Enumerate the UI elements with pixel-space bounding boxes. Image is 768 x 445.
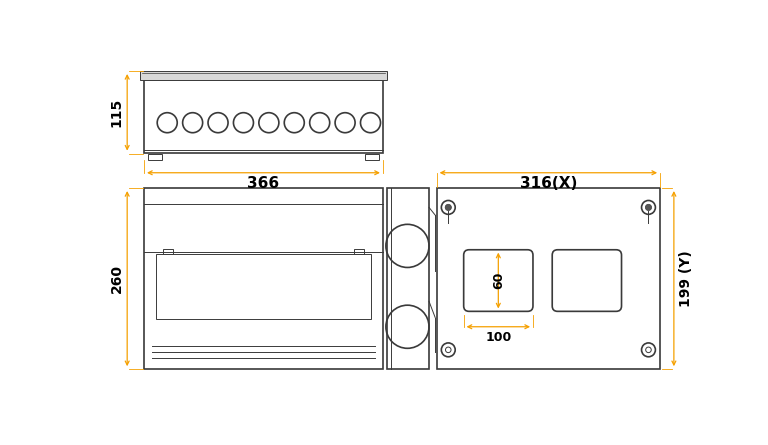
Circle shape <box>445 204 452 210</box>
Text: 60: 60 <box>492 272 505 289</box>
Bar <box>144 188 382 369</box>
Bar <box>144 81 382 154</box>
Bar <box>164 249 173 254</box>
Bar <box>148 154 162 160</box>
Text: 199 (Y): 199 (Y) <box>679 250 694 307</box>
Text: 316(X): 316(X) <box>520 176 577 191</box>
Text: 115: 115 <box>109 98 124 127</box>
Bar <box>437 188 660 369</box>
Bar <box>386 188 429 369</box>
Bar <box>156 254 371 319</box>
Bar <box>354 249 363 254</box>
Text: 366: 366 <box>247 176 280 191</box>
Text: 260: 260 <box>109 264 124 293</box>
Bar <box>141 71 386 81</box>
Bar <box>365 154 379 160</box>
Circle shape <box>645 204 651 210</box>
Text: 100: 100 <box>485 331 511 344</box>
